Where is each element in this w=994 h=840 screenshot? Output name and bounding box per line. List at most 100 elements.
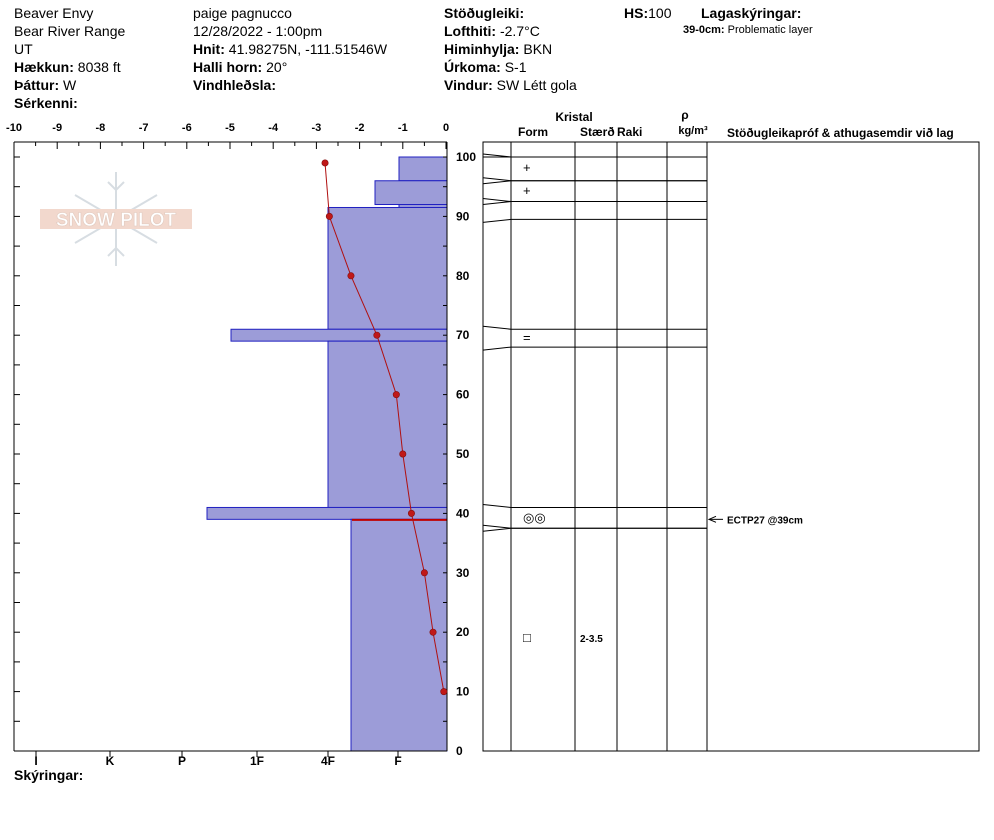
observation-datetime: 12/28/2022 - 1:00pm — [193, 23, 323, 39]
temperature-point — [429, 628, 437, 636]
wind-label: Vindur: — [444, 77, 493, 93]
grain-form-symbol: □ — [523, 630, 531, 645]
moisture-header: Raki — [617, 125, 642, 139]
depth-tick-label: 50 — [456, 447, 470, 461]
layer-note: 39-0cm: Problematic layer — [683, 24, 813, 36]
hardness-tick-label: P — [178, 754, 186, 768]
depth-connector — [482, 524, 512, 529]
temperature-profile — [321, 159, 448, 696]
aspect-value: W — [63, 77, 77, 93]
aspect-row: Þáttur: W — [14, 77, 76, 93]
wind-value: SW Létt gola — [496, 77, 577, 93]
temperature-point — [373, 331, 381, 339]
depth-tick-label: 80 — [456, 269, 470, 283]
coords-value: 41.98275N, -111.51546W — [228, 41, 388, 57]
depth-connector — [482, 503, 512, 508]
test-arrow-head — [707, 515, 717, 523]
coords-row: Hnit: 41.98275N, -111.51546W — [193, 41, 387, 57]
depth-connector — [482, 325, 512, 330]
logo-banner — [40, 209, 192, 229]
grain-form-symbol: + — [523, 160, 531, 175]
precip-row: Úrkoma: S-1 — [444, 59, 526, 75]
temp-tick-label: -2 — [355, 122, 365, 134]
rho-header: ρ — [681, 108, 688, 122]
layer-notes-label: Lagaskýringar: — [701, 5, 802, 21]
hs-value: 100 — [648, 5, 672, 21]
depth-connector — [482, 153, 512, 158]
temp-tick-label: -6 — [182, 122, 192, 134]
temperature-point — [321, 159, 329, 167]
temperature-line — [324, 162, 445, 692]
location-name: Beaver Envy — [14, 5, 94, 21]
slope-label: Halli horn: — [193, 59, 263, 75]
depth-tick-label: 0 — [456, 744, 463, 758]
depth-tick-label: 70 — [456, 328, 470, 342]
hardness-tick-label: I — [34, 754, 37, 768]
temperature-point — [399, 450, 407, 458]
depth-tick-label: 100 — [456, 150, 476, 164]
depth-connector — [482, 177, 512, 182]
temperature-point — [392, 391, 400, 399]
test-result-label: ECTP27 @39cm — [727, 515, 803, 526]
hardness-layer-bar — [398, 156, 448, 182]
hardness-tick-label: 1F — [250, 754, 264, 768]
depth-connector — [482, 201, 512, 206]
temperature-point — [325, 212, 333, 220]
windload-label: Vindhleðsla: — [193, 77, 276, 93]
airtemp-label: Lofthiti: — [444, 23, 497, 39]
coords-label: Hnit: — [193, 41, 225, 57]
grain-table-frame — [482, 141, 980, 752]
depth-tick-label: 20 — [456, 625, 470, 639]
specifics-row: Sérkenni: — [14, 95, 78, 111]
crystal-header: Kristal — [555, 110, 592, 124]
depth-tick-label: 40 — [456, 506, 470, 520]
grain-form-symbol: ◎◎ — [523, 510, 546, 525]
stability-label: Stöðugleiki: — [444, 5, 525, 21]
logo-text: SNOW PILOT — [56, 210, 177, 231]
temp-tick-label: -3 — [312, 122, 322, 134]
depth-connector — [482, 180, 512, 185]
tests-header: Stöðugleikapróf & athugasemdir við lag — [727, 126, 954, 140]
sky-value: BKN — [523, 41, 553, 57]
observer-name: paige pagnucco — [193, 5, 292, 21]
layer-note-text: Problematic layer — [727, 24, 813, 36]
layer-notes-row: Lagaskýringar: — [701, 5, 801, 21]
temp-tick-label: -7 — [139, 122, 149, 134]
depth-tick-label: 60 — [456, 388, 470, 402]
specifics-label: Sérkenni: — [14, 95, 78, 111]
temperature-point — [347, 272, 355, 280]
temp-tick-label: 0 — [443, 122, 449, 134]
elevation-value: 8038 ft — [77, 59, 121, 75]
grain-form-symbol: = — [523, 330, 531, 345]
windload-row: Vindhleðsla: — [193, 77, 276, 93]
temp-tick-label: -4 — [268, 122, 279, 134]
hardness-layer-bar — [374, 180, 448, 206]
hardness-tick-label: K — [106, 754, 115, 768]
depth-tick-label: 90 — [456, 209, 470, 223]
temperature-point — [407, 509, 415, 517]
depth-tick-label: 30 — [456, 566, 470, 580]
depth-connector — [482, 218, 512, 223]
wind-row: Vindur: SW Létt gola — [444, 77, 577, 93]
depth-connector — [482, 527, 512, 532]
elevation-row: Hækkun: 8038 ft — [14, 59, 121, 75]
hardness-layer-bar — [350, 518, 448, 752]
precip-label: Úrkoma: — [444, 59, 501, 75]
depth-connector — [482, 346, 512, 351]
depth-connector — [482, 198, 512, 203]
airtemp-row: Lofthiti: -2.7°C — [444, 23, 540, 39]
temp-tick-label: -1 — [398, 122, 408, 134]
temp-tick-label: -9 — [52, 122, 62, 134]
density-unit-header: kg/m³ — [678, 125, 708, 137]
slope-row: Halli horn: 20° — [193, 59, 287, 75]
hardness-layers — [206, 156, 448, 752]
form-header: Form — [518, 125, 548, 139]
hardness-tick-label: 4F — [321, 754, 335, 768]
temperature-point — [440, 688, 448, 696]
footer-notes-label: Skýringar: — [14, 767, 84, 783]
hardness-layer-bar — [327, 206, 448, 330]
hs-row: HS:100 — [624, 5, 671, 21]
layer-note-depth: 39-0cm: — [683, 24, 725, 36]
depth-tick-label: 10 — [456, 685, 470, 699]
